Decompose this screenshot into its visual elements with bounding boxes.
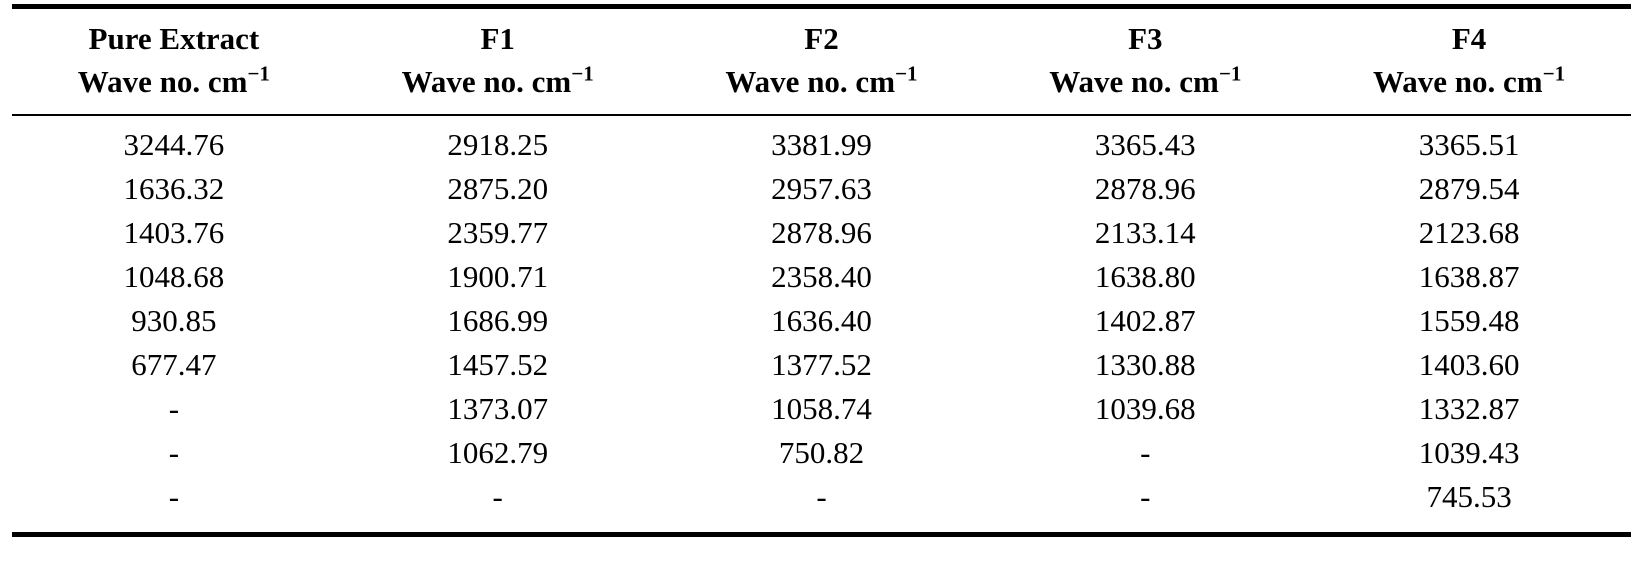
- table-row: 1403.76 2359.77 2878.96 2133.14 2123.68: [12, 211, 1631, 255]
- table-cell: 750.82: [778, 434, 865, 470]
- column-title: F3: [1128, 21, 1163, 56]
- column-unit-label: Wave no. cm−1: [1307, 61, 1631, 104]
- table-cell: 1373.07: [447, 390, 549, 426]
- table-cell: 3244.76: [123, 126, 225, 162]
- table-cell: 2359.77: [447, 214, 549, 250]
- table-cell: 2133.14: [1094, 214, 1196, 250]
- column-unit-label: Wave no. cm−1: [660, 61, 984, 104]
- column-unit-exponent: −1: [895, 61, 918, 86]
- table-cell: 3365.43: [1094, 126, 1196, 162]
- table-cell: 1377.52: [771, 346, 872, 382]
- column-title: F1: [480, 21, 515, 56]
- table-row: - - - - 745.53: [12, 475, 1631, 535]
- table-cell: 1457.52: [447, 346, 549, 382]
- table-row: 1636.32 2875.20 2957.63 2878.96 2879.54: [12, 167, 1631, 211]
- column-title: Pure Extract: [88, 21, 260, 56]
- column-unit-text: Wave no. cm: [77, 63, 248, 99]
- table-cell: 1330.88: [1094, 346, 1196, 382]
- table-cell: 1402.87: [1094, 302, 1196, 338]
- table-header: Pure Extract Wave no. cm−1 F1 Wave no. cm−1…: [12, 6, 1631, 116]
- table-cell: 745.53: [1426, 478, 1512, 514]
- table-cell: 1638.80: [1094, 258, 1196, 294]
- table-row: - 1062.79 750.82 - 1039.43: [12, 431, 1631, 475]
- column-header-pure-extract: Pure Extract Wave no. cm−1: [12, 6, 336, 116]
- table-cell: 2123.68: [1418, 214, 1520, 250]
- column-unit-label: Wave no. cm−1: [12, 61, 336, 104]
- table-row: - 1373.07 1058.74 1039.68 1332.87: [12, 387, 1631, 431]
- table-body: 3244.76 2918.25 3381.99 3365.43 3365.51 1636.…: [12, 115, 1631, 535]
- table-cell: 1403.76: [123, 214, 225, 250]
- table-cell: 1403.60: [1418, 346, 1520, 382]
- table-cell: 2879.54: [1418, 170, 1520, 206]
- table-cell: 1058.74: [771, 390, 872, 426]
- column-unit-text: Wave no. cm: [1049, 63, 1219, 99]
- column-unit-label: Wave no. cm−1: [983, 61, 1307, 104]
- table-cell: 1048.68: [123, 258, 225, 294]
- column-header-f4: F4 Wave no. cm−1: [1307, 6, 1631, 116]
- table-cell: -: [1140, 434, 1151, 470]
- table-cell: 2878.96: [771, 214, 872, 250]
- table-cell: 930.85: [131, 302, 217, 338]
- table-cell: 2878.96: [1094, 170, 1196, 206]
- table-cell: 1636.40: [771, 302, 872, 338]
- column-unit-label: Wave no. cm−1: [336, 61, 660, 104]
- column-unit-text: Wave no. cm: [725, 63, 896, 99]
- column-unit-exponent: −1: [571, 61, 594, 86]
- table-cell: 1039.68: [1094, 390, 1196, 426]
- table-cell: 1636.32: [123, 170, 225, 206]
- table-cell: 2875.20: [447, 170, 549, 206]
- table-cell: 1559.48: [1418, 302, 1520, 338]
- table-cell: -: [492, 478, 503, 514]
- table-cell: 1686.99: [447, 302, 549, 338]
- table-cell: -: [1140, 478, 1151, 514]
- table-cell: 1039.43: [1418, 434, 1520, 470]
- table-cell: 1062.79: [447, 434, 549, 470]
- table-cell: 3381.99: [771, 126, 872, 162]
- table-cell: 677.47: [131, 346, 217, 382]
- table-row: 1048.68 1900.71 2358.40 1638.80 1638.87: [12, 255, 1631, 299]
- table-cell: -: [168, 434, 180, 470]
- table-row: 3244.76 2918.25 3381.99 3365.43 3365.51: [12, 115, 1631, 167]
- column-title: F4: [1451, 21, 1487, 56]
- table-row: 677.47 1457.52 1377.52 1330.88 1403.60: [12, 343, 1631, 387]
- table-cell: 1900.71: [447, 258, 549, 294]
- table-cell: 1638.87: [1418, 258, 1520, 294]
- table-cell: 2918.25: [447, 126, 549, 162]
- column-unit-exponent: −1: [1218, 61, 1242, 86]
- column-unit-exponent: −1: [1542, 61, 1566, 86]
- table-cell: 2957.63: [771, 170, 872, 206]
- header-row: Pure Extract Wave no. cm−1 F1 Wave no. cm−1…: [12, 6, 1631, 116]
- column-unit-exponent: −1: [247, 61, 270, 86]
- table-cell: 3365.51: [1418, 126, 1520, 162]
- wavenumber-table: Pure Extract Wave no. cm−1 F1 Wave no. cm−1…: [12, 4, 1631, 537]
- column-unit-text: Wave no. cm: [401, 63, 572, 99]
- table-cell: -: [168, 390, 180, 426]
- column-header-f3: F3 Wave no. cm−1: [983, 6, 1308, 116]
- column-header-f2: F2 Wave no. cm−1: [659, 6, 984, 116]
- table-row: 930.85 1686.99 1636.40 1402.87 1559.48: [12, 299, 1631, 343]
- table-cell: -: [168, 478, 180, 514]
- column-unit-text: Wave no. cm: [1373, 63, 1543, 99]
- table-cell: 2358.40: [771, 258, 872, 294]
- table-cell: -: [816, 478, 827, 514]
- table-cell: 1332.87: [1418, 390, 1520, 426]
- column-header-f1: F1 Wave no. cm−1: [335, 6, 660, 116]
- column-title: F2: [804, 21, 839, 56]
